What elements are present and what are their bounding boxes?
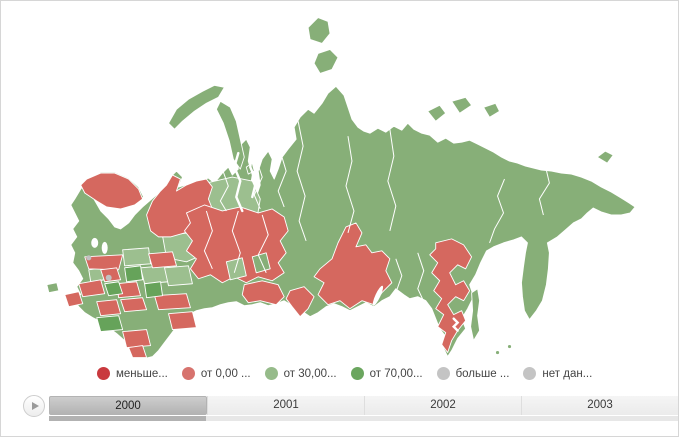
map-city-markers[interactable] [86,255,112,281]
map-water-features [91,149,460,332]
timeline-year-cell[interactable]: 2001 [207,396,364,415]
play-icon [31,402,39,410]
timeline-year-cell[interactable]: 2002 [364,396,521,415]
legend-item: от 30,00... [264,367,337,380]
map-region-borders [203,121,556,309]
legend-color-dot [436,367,450,380]
russia-choropleth-map[interactable] [1,1,678,393]
legend-item-label: больше ... [455,367,510,380]
legend-color-dot [181,367,195,380]
legend-item-label: от 70,00... [369,367,423,380]
timeline-years: 2000 2001 2002 2003 [49,396,678,415]
legend-color-dot [523,367,537,380]
legend-item: от 0,00 ... [181,367,251,380]
legend-item: больше ... [436,367,510,380]
map-islands[interactable] [46,17,614,355]
legend-item: меньше... [97,367,168,380]
legend-item: от 70,00... [350,367,423,380]
legend-color-dot [97,367,110,380]
legend-item-label: от 30,00... [283,367,337,380]
timeline: 2000 2001 2002 2003 [1,395,678,423]
legend-item-label: нет дан... [542,367,593,380]
timeline-year-cell[interactable]: 2003 [521,396,678,415]
legend: меньше... от 0,00 ... от 30,00... от 70,… [97,364,592,383]
legend-item-label: меньше... [116,367,168,380]
legend-color-dot [350,367,364,380]
timeline-year-cell[interactable]: 2000 [49,396,207,415]
map-regions-dark-green[interactable] [96,252,271,333]
legend-color-dot [264,367,278,380]
timeline-progress-fill [49,416,207,421]
play-button[interactable] [23,395,45,417]
legend-item-label: от 0,00 ... [200,367,251,380]
timeline-progress-track[interactable] [49,416,678,421]
legend-item: нет дан... [523,367,592,380]
map-mainland[interactable] [70,85,636,359]
